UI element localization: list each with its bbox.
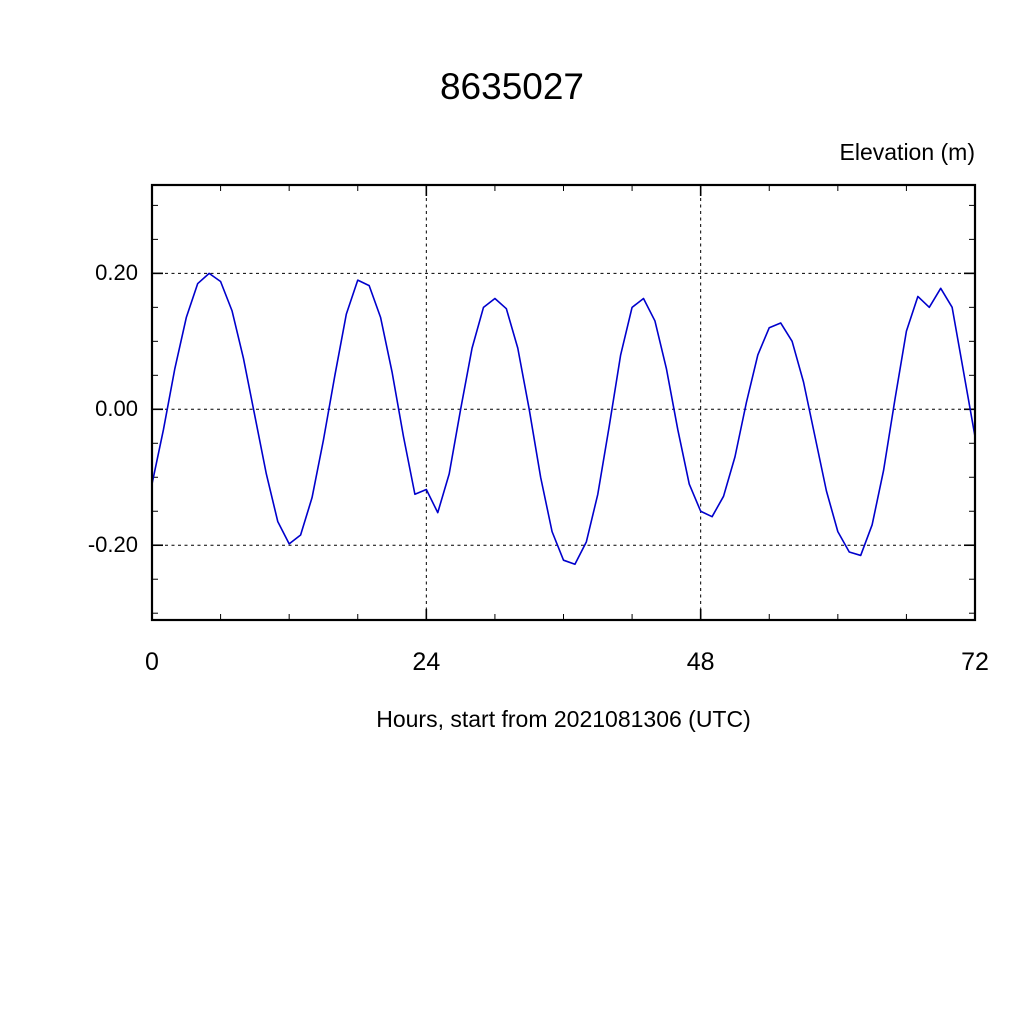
x-tick-label: 48 xyxy=(686,648,715,676)
y-tick-label: 0.00 xyxy=(95,396,138,422)
x-tick-label: 0 xyxy=(145,648,159,676)
x-axis-title-label: Hours, start from 2021081306 (UTC) xyxy=(376,706,751,732)
page-title: 8635027 xyxy=(439,66,585,107)
tide-curve xyxy=(151,272,976,566)
y-axis-title-label: Elevation (m) xyxy=(839,139,975,165)
x-tick-label: 72 xyxy=(961,648,989,676)
x-tick-label: 24 xyxy=(412,648,441,676)
plot-area xyxy=(150,183,977,622)
y-tick-label: 0.20 xyxy=(95,260,138,286)
plot-frame xyxy=(150,183,977,622)
elevation-chart xyxy=(150,183,977,622)
y-tick-label: -0.20 xyxy=(87,532,138,558)
